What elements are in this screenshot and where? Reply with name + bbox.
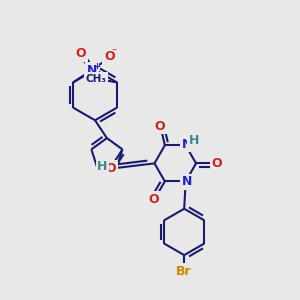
Text: CH₃: CH₃ <box>85 74 106 83</box>
Text: ⁻: ⁻ <box>111 47 116 57</box>
Text: H: H <box>189 134 199 146</box>
Text: +: + <box>93 62 100 71</box>
Text: H: H <box>97 160 108 173</box>
Text: Br: Br <box>176 265 192 278</box>
Text: N: N <box>182 176 192 188</box>
Text: O: O <box>154 120 165 133</box>
Text: O: O <box>212 157 223 170</box>
Text: N: N <box>182 138 192 151</box>
Text: O: O <box>75 47 86 60</box>
Text: O: O <box>104 50 115 63</box>
Text: N: N <box>87 64 97 77</box>
Text: O: O <box>106 162 116 175</box>
Text: O: O <box>148 193 159 206</box>
